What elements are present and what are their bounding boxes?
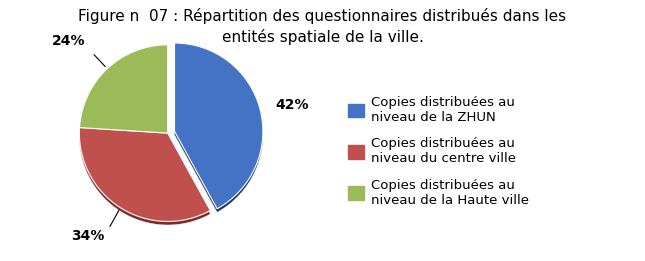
- Wedge shape: [79, 128, 210, 222]
- Text: 42%: 42%: [275, 98, 309, 112]
- Wedge shape: [79, 45, 168, 134]
- Wedge shape: [175, 43, 263, 209]
- Wedge shape: [79, 47, 168, 135]
- Wedge shape: [79, 46, 168, 134]
- Wedge shape: [79, 48, 168, 137]
- Wedge shape: [79, 128, 210, 222]
- Wedge shape: [79, 46, 168, 134]
- Wedge shape: [79, 130, 210, 224]
- Wedge shape: [79, 45, 168, 133]
- Wedge shape: [175, 46, 263, 212]
- Wedge shape: [79, 131, 210, 225]
- Wedge shape: [79, 129, 210, 223]
- Wedge shape: [79, 48, 168, 136]
- Wedge shape: [175, 44, 263, 210]
- Wedge shape: [79, 130, 210, 224]
- Text: 34%: 34%: [71, 229, 104, 243]
- Wedge shape: [175, 46, 263, 212]
- Wedge shape: [175, 44, 263, 210]
- Wedge shape: [175, 46, 263, 211]
- Wedge shape: [79, 128, 210, 221]
- Wedge shape: [79, 129, 210, 223]
- Wedge shape: [175, 43, 263, 209]
- Wedge shape: [79, 48, 168, 136]
- Wedge shape: [79, 46, 168, 135]
- Wedge shape: [175, 45, 263, 211]
- Legend: Copies distribuées au
niveau de la ZHUN, Copies distribuées au
niveau du centre : Copies distribuées au niveau de la ZHUN,…: [348, 96, 529, 206]
- Text: 24%: 24%: [52, 34, 85, 48]
- Text: Figure n  07 : Répartition des questionnaires distribués dans les
entités spatia: Figure n 07 : Répartition des questionna…: [79, 8, 566, 45]
- Wedge shape: [175, 45, 263, 211]
- Wedge shape: [79, 131, 210, 224]
